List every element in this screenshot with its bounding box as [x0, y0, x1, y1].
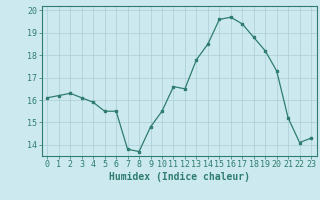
X-axis label: Humidex (Indice chaleur): Humidex (Indice chaleur): [109, 172, 250, 182]
